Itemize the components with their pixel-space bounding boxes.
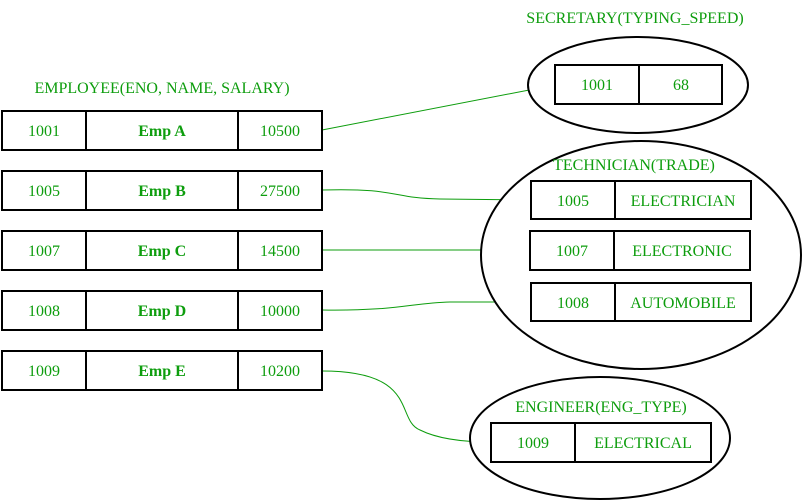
employee-salary: 14500 [260,243,300,260]
employee-name: Emp E [138,363,186,380]
employee-eno: 1001 [28,123,60,140]
engineer-eno: 1009 [517,435,549,452]
technician-trade: AUTOMOBILE [630,295,735,312]
employee-salary: 27500 [260,183,300,200]
secretary-row: 1001 68 [554,64,723,105]
connector-1009 [321,370,492,443]
technician-trade: ELECTRICIAN [631,193,736,210]
secretary-subclass: SECRETARY(TYPING_SPEED) 1001 68 [526,10,749,134]
employee-eno: 1005 [28,183,60,200]
connectors [321,84,556,443]
employee-name: Emp D [138,303,186,320]
technician-eno: 1008 [557,295,589,312]
employee-row: 1008 Emp D 10000 [1,290,323,331]
employee-name: Emp C [138,243,186,260]
technician-trade: ELECTRONIC [632,243,732,260]
engineer-eng-type: ELECTRICAL [594,435,692,452]
employee-salary: 10200 [260,363,300,380]
technician-row: 1005 ELECTRICIAN [530,180,752,220]
connector-1001 [321,84,556,131]
employee-eno: 1009 [28,363,60,380]
technician-row: 1007 ELECTRONIC [529,230,751,271]
employee-name: Emp B [138,183,186,200]
employee-eno: 1007 [28,243,60,260]
employee-salary: 10500 [260,123,300,140]
engineer-subclass: ENGINEER(ENG_TYPE) 1009 ELECTRICAL [469,376,731,500]
technician-row: 1008 AUTOMOBILE [530,282,752,322]
connector-1005 [321,189,532,201]
employee-eno: 1008 [28,303,60,320]
employee-title: EMPLOYEE(ENO, NAME, SALARY) [34,80,289,97]
employee-salary: 10000 [260,303,300,320]
secretary-title: SECRETARY(TYPING_SPEED) [526,10,743,27]
secretary-typing-speed: 68 [673,77,689,94]
employee-row: 1005 Emp B 27500 [1,170,323,211]
employee-row: 1009 Emp E 10200 [1,350,323,391]
employee-row: 1007 Emp C 14500 [1,230,323,271]
employee-name: Emp A [138,123,186,140]
technician-subclass: TECHNICIAN(TRADE) 1005 ELECTRICIAN 1007 … [480,140,802,370]
technician-eno: 1005 [557,193,589,210]
employee-row: 1001 Emp A 10500 [1,110,323,151]
employee-table: EMPLOYEE(ENO, NAME, SALARY) 1001 Emp A 1… [1,80,323,391]
engineer-row: 1009 ELECTRICAL [490,422,712,463]
technician-title: TECHNICIAN(TRADE) [553,157,715,174]
engineer-title: ENGINEER(ENG_TYPE) [515,399,687,416]
technician-eno: 1007 [556,243,588,260]
secretary-eno: 1001 [581,77,613,94]
connector-1008 [321,301,531,311]
